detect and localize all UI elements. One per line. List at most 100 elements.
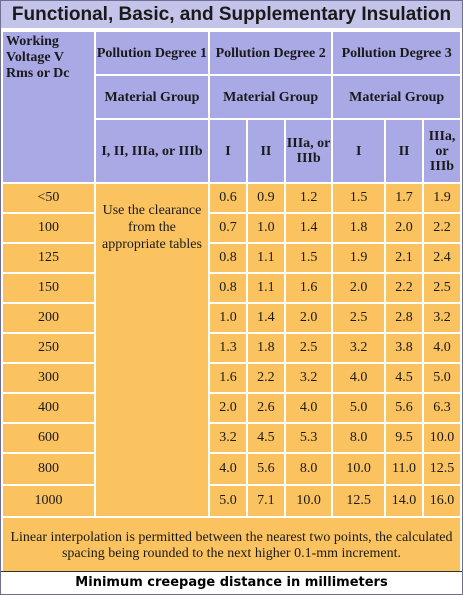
pd2-group-iii: IIIa, or IIIb bbox=[285, 120, 332, 182]
creepage-value-cell: 2.0 bbox=[209, 394, 246, 422]
creepage-value-cell: 12.5 bbox=[333, 486, 385, 516]
interpolation-footnote: Linear interpolation is permitted betwee… bbox=[3, 518, 460, 574]
table-row: 250 1.3 1.8 2.5 3.2 3.8 4.0 bbox=[3, 334, 460, 362]
creepage-value-cell: 1.4 bbox=[285, 214, 332, 242]
table-row: 800 4.0 5.6 8.0 10.0 11.0 12.5 bbox=[3, 454, 460, 484]
creepage-value-cell: 5.6 bbox=[247, 454, 284, 484]
voltage-cell: 400 bbox=[3, 394, 94, 422]
table-row: 125 0.8 1.1 1.5 1.9 2.1 2.4 bbox=[3, 244, 460, 272]
voltage-cell: 125 bbox=[3, 244, 94, 272]
creepage-value-cell: 3.2 bbox=[423, 304, 460, 332]
table-title: Functional, Basic, and Supplementary Ins… bbox=[1, 1, 462, 30]
pd3-group-iii: IIIa, or IIIb bbox=[423, 120, 460, 182]
voltage-cell: 600 bbox=[3, 424, 94, 452]
creepage-value-cell: 2.2 bbox=[247, 364, 284, 392]
creepage-value-cell: 2.0 bbox=[386, 214, 422, 242]
creepage-value-cell: 6.3 bbox=[423, 394, 460, 422]
creepage-value-cell: 3.8 bbox=[386, 334, 422, 362]
creepage-value-cell: 0.8 bbox=[209, 274, 246, 302]
voltage-cell: 1000 bbox=[3, 486, 94, 516]
creepage-value-cell: 2.8 bbox=[386, 304, 422, 332]
creepage-value-cell: 1.6 bbox=[209, 364, 246, 392]
creepage-value-cell: 2.2 bbox=[386, 274, 422, 302]
creepage-value-cell: 4.0 bbox=[423, 334, 460, 362]
table-row: 200 1.0 1.4 2.0 2.5 2.8 3.2 bbox=[3, 304, 460, 332]
creepage-value-cell: 1.2 bbox=[285, 184, 332, 212]
creepage-value-cell: 1.5 bbox=[333, 184, 385, 212]
creepage-value-cell: 2.6 bbox=[247, 394, 284, 422]
creepage-value-cell: 1.1 bbox=[247, 244, 284, 272]
pollution-degree-3-header: Pollution Degree 3 bbox=[333, 32, 460, 74]
creepage-value-cell: 2.4 bbox=[423, 244, 460, 272]
creepage-value-cell: 1.0 bbox=[209, 304, 246, 332]
voltage-cell: 300 bbox=[3, 364, 94, 392]
creepage-value-cell: 1.5 bbox=[285, 244, 332, 272]
creepage-value-cell: 2.2 bbox=[423, 214, 460, 242]
table-row: 100 0.7 1.0 1.4 1.8 2.0 2.2 bbox=[3, 214, 460, 242]
table-row: 150 0.8 1.1 1.6 2.0 2.2 2.5 bbox=[3, 274, 460, 302]
creepage-value-cell: 9.5 bbox=[386, 424, 422, 452]
creepage-value-cell: 1.8 bbox=[333, 214, 385, 242]
creepage-value-cell: 7.1 bbox=[247, 486, 284, 516]
creepage-value-cell: 10.0 bbox=[285, 486, 332, 516]
material-group-header-pd2: Material Group bbox=[209, 76, 332, 118]
creepage-value-cell: 4.5 bbox=[247, 424, 284, 452]
table-row: 300 1.6 2.2 3.2 4.0 4.5 5.0 bbox=[3, 364, 460, 392]
creepage-value-cell: 2.5 bbox=[423, 274, 460, 302]
creepage-value-cell: 5.3 bbox=[285, 424, 332, 452]
voltage-cell: <50 bbox=[3, 184, 94, 212]
creepage-value-cell: 5.0 bbox=[333, 394, 385, 422]
pd3-group-ii: II bbox=[386, 120, 422, 182]
creepage-value-cell: 8.0 bbox=[285, 454, 332, 484]
table-row: 600 3.2 4.5 5.3 8.0 9.5 10.0 bbox=[3, 424, 460, 452]
creepage-value-cell: 4.5 bbox=[386, 364, 422, 392]
pd2-group-i: I bbox=[209, 120, 246, 182]
creepage-value-cell: 3.2 bbox=[209, 424, 246, 452]
creepage-value-cell: 2.0 bbox=[285, 304, 332, 332]
pollution-degree-1-header: Pollution Degree 1 bbox=[95, 32, 208, 74]
pollution-degree-2-header: Pollution Degree 2 bbox=[209, 32, 332, 74]
voltage-cell: 150 bbox=[3, 274, 94, 302]
working-voltage-header: Working Voltage V Rms or Dc bbox=[3, 32, 94, 182]
creepage-value-cell: 4.0 bbox=[333, 364, 385, 392]
material-group-header-pd1: Material Group bbox=[95, 76, 208, 118]
table-row: 400 2.0 2.6 4.0 5.0 5.6 6.3 bbox=[3, 394, 460, 422]
pd2-group-ii: II bbox=[247, 120, 284, 182]
creepage-value-cell: 2.5 bbox=[333, 304, 385, 332]
voltage-cell: 800 bbox=[3, 454, 94, 484]
table-row: 1000 5.0 7.1 10.0 12.5 14.0 16.0 bbox=[3, 486, 460, 516]
creepage-value-cell: 1.1 bbox=[247, 274, 284, 302]
voltage-cell: 250 bbox=[3, 334, 94, 362]
creepage-value-cell: 4.0 bbox=[209, 454, 246, 484]
creepage-value-cell: 1.9 bbox=[423, 184, 460, 212]
table-caption: Minimum creepage distance in millimeters bbox=[1, 571, 462, 594]
creepage-value-cell: 1.9 bbox=[333, 244, 385, 272]
voltage-cell: 100 bbox=[3, 214, 94, 242]
creepage-value-cell: 10.0 bbox=[333, 454, 385, 484]
table-row: <50 Use the clearance from the appropriat… bbox=[3, 184, 460, 516]
voltage-cell: 200 bbox=[3, 304, 94, 332]
creepage-value-cell: 5.0 bbox=[423, 364, 460, 392]
creepage-table: Working Voltage V Rms or Dc Pollution De… bbox=[1, 30, 462, 576]
creepage-value-cell: 0.7 bbox=[209, 214, 246, 242]
creepage-value-cell: 4.0 bbox=[285, 394, 332, 422]
pd1-clearance-note: Use the clearance from the appropriate t… bbox=[95, 184, 208, 516]
creepage-value-cell: 16.0 bbox=[423, 486, 460, 516]
material-group-header-pd3: Material Group bbox=[333, 76, 460, 118]
creepage-value-cell: 14.0 bbox=[386, 486, 422, 516]
creepage-value-cell: 1.6 bbox=[285, 274, 332, 302]
creepage-value-cell: 2.5 bbox=[285, 334, 332, 362]
creepage-value-cell: 12.5 bbox=[423, 454, 460, 484]
pd1-material-groups: I, II, IIIa, or IIIb bbox=[95, 120, 208, 182]
creepage-value-cell: 3.2 bbox=[285, 364, 332, 392]
creepage-value-cell: 8.0 bbox=[333, 424, 385, 452]
creepage-value-cell: 10.0 bbox=[423, 424, 460, 452]
creepage-value-cell: 0.8 bbox=[209, 244, 246, 272]
creepage-value-cell: 3.2 bbox=[333, 334, 385, 362]
creepage-value-cell: 0.9 bbox=[247, 184, 284, 212]
creepage-value-cell: 5.0 bbox=[209, 486, 246, 516]
creepage-value-cell: 1.3 bbox=[209, 334, 246, 362]
creepage-value-cell: 1.0 bbox=[247, 214, 284, 242]
creepage-value-cell: 0.6 bbox=[209, 184, 246, 212]
